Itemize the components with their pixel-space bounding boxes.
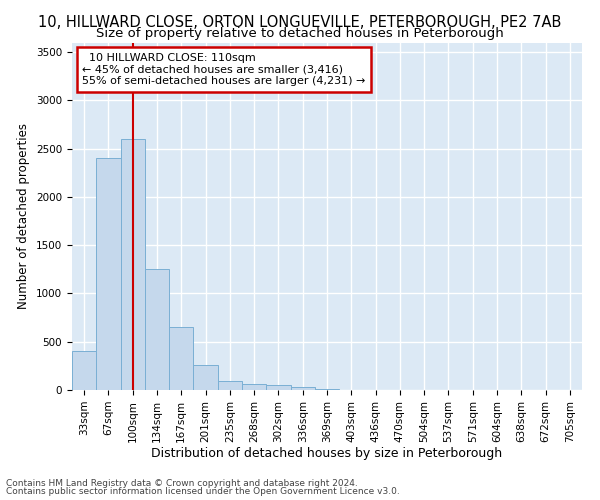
Bar xyxy=(315,389,339,390)
Bar xyxy=(145,270,169,390)
Text: Contains HM Land Registry data © Crown copyright and database right 2024.: Contains HM Land Registry data © Crown c… xyxy=(6,478,358,488)
X-axis label: Distribution of detached houses by size in Peterborough: Distribution of detached houses by size … xyxy=(151,448,503,460)
Text: 10 HILLWARD CLOSE: 110sqm
← 45% of detached houses are smaller (3,416)
55% of se: 10 HILLWARD CLOSE: 110sqm ← 45% of detac… xyxy=(82,53,365,86)
Y-axis label: Number of detached properties: Number of detached properties xyxy=(17,123,31,309)
Bar xyxy=(266,385,290,390)
Bar xyxy=(169,328,193,390)
Bar xyxy=(193,365,218,390)
Text: Size of property relative to detached houses in Peterborough: Size of property relative to detached ho… xyxy=(96,28,504,40)
Bar xyxy=(290,386,315,390)
Bar xyxy=(72,352,96,390)
Text: 10, HILLWARD CLOSE, ORTON LONGUEVILLE, PETERBOROUGH, PE2 7AB: 10, HILLWARD CLOSE, ORTON LONGUEVILLE, P… xyxy=(38,15,562,30)
Bar xyxy=(121,139,145,390)
Bar xyxy=(242,384,266,390)
Bar xyxy=(218,381,242,390)
Text: Contains public sector information licensed under the Open Government Licence v3: Contains public sector information licen… xyxy=(6,487,400,496)
Bar xyxy=(96,158,121,390)
